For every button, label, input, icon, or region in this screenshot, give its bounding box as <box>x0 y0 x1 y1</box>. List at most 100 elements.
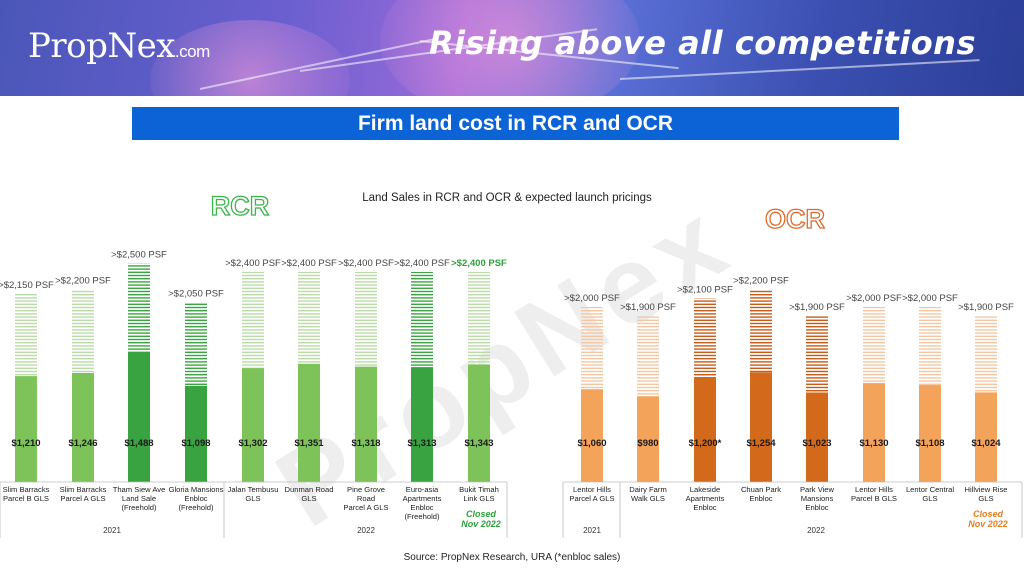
land-cost-bar <box>581 389 603 482</box>
land-cost-bar <box>185 385 207 482</box>
category-label: Enbloc <box>805 503 828 512</box>
category-label: Parcel B GLS <box>851 494 897 503</box>
category-label: (Freehold) <box>121 503 156 512</box>
launch-price-bar <box>694 298 716 377</box>
land-cost-label: $1,488 <box>124 438 153 449</box>
launch-price-bar <box>581 307 603 390</box>
category-label: Dairy Farm <box>629 485 667 494</box>
launch-price-bar <box>806 315 828 393</box>
land-cost-label: $1,200* <box>689 438 722 449</box>
logo-suffix: .com <box>174 42 210 61</box>
land-sales-chart: Land Sales in RCR and OCR & expected lau… <box>0 190 1023 538</box>
land-cost-bar <box>975 392 997 482</box>
land-cost-label: $1,108 <box>915 438 944 449</box>
banner-streak <box>619 59 980 80</box>
category-label: Dunman Road <box>285 485 334 494</box>
launch-price-bar <box>468 272 490 365</box>
slogan: Rising above all competitions <box>428 24 976 62</box>
land-cost-label: $1,023 <box>802 438 831 449</box>
launch-price-label: >$1,900 PSF <box>789 302 845 313</box>
land-cost-label: $1,060 <box>577 438 606 449</box>
group-label-ocr: OCR <box>765 204 825 234</box>
category-label: Pine Grove <box>347 485 385 494</box>
group-label-rcr: RCR <box>211 191 270 221</box>
category-label: Slim Barracks <box>3 485 50 494</box>
category-label: Lentor Hills <box>573 485 611 494</box>
category-label: (Freehold) <box>178 503 213 512</box>
land-cost-label: $1,246 <box>68 438 97 449</box>
year-label: 2022 <box>357 526 375 535</box>
category-label: Walk GLS <box>631 494 665 503</box>
category-label: Mansions <box>801 494 834 503</box>
land-cost-bar <box>298 363 320 482</box>
land-cost-bar <box>15 376 37 482</box>
category-label: Apartments <box>686 494 725 503</box>
launch-price-label: >$2,100 PSF <box>677 284 733 295</box>
land-cost-bar <box>919 385 941 482</box>
category-label: Apartments <box>403 494 442 503</box>
land-cost-bar <box>468 364 490 482</box>
land-cost-bar <box>806 392 828 482</box>
launch-price-bar <box>242 272 264 369</box>
year-label: 2021 <box>103 526 121 535</box>
category-label: Parcel A GLS <box>60 494 105 503</box>
launch-price-bar <box>750 289 772 373</box>
category-label: Road <box>357 494 375 503</box>
category-label: Slim Barracks <box>60 485 107 494</box>
category-label: Parcel A GLS <box>343 503 388 512</box>
land-cost-label: $1,210 <box>11 438 40 449</box>
launch-price-bar <box>919 307 941 386</box>
category-label: GLS <box>922 494 937 503</box>
launch-price-bar <box>72 289 94 373</box>
closed-note: Closed <box>973 509 1004 519</box>
land-cost-bar <box>750 372 772 482</box>
land-cost-bar <box>355 366 377 482</box>
category-label: Enbloc <box>410 503 433 512</box>
chart-title: Land Sales in RCR and OCR & expected lau… <box>362 192 652 204</box>
category-label: (Freehold) <box>404 512 439 521</box>
year-label: 2021 <box>583 526 601 535</box>
launch-price-label: >$2,050 PSF <box>168 289 224 300</box>
category-label: Chuan Park <box>741 485 781 494</box>
category-label: Jalan Tembusu <box>228 485 279 494</box>
launch-price-label: >$2,200 PSF <box>733 276 789 287</box>
land-cost-bar <box>694 377 716 482</box>
launch-price-bar <box>298 272 320 364</box>
category-label: Bukit Timah <box>459 485 499 494</box>
launch-price-label: >$2,500 PSF <box>111 249 167 260</box>
launch-price-label: >$2,400 PSF <box>394 258 450 269</box>
land-cost-label: $1,024 <box>971 438 1001 449</box>
launch-price-label: >$2,000 PSF <box>846 293 902 304</box>
land-cost-label: $1,313 <box>407 438 436 449</box>
propnex-logo[interactable]: PropNex.com <box>28 26 210 66</box>
land-cost-label: $1,302 <box>238 438 267 449</box>
launch-price-label: >$2,000 PSF <box>564 293 620 304</box>
category-label: Lentor Hills <box>855 485 893 494</box>
land-cost-label: $1,098 <box>181 438 210 449</box>
banner-glow <box>380 0 640 96</box>
category-label: Enbloc <box>184 494 207 503</box>
launch-price-bar <box>637 315 659 397</box>
land-cost-bar <box>72 372 94 482</box>
launch-price-label: >$2,000 PSF <box>902 293 958 304</box>
land-cost-label: $1,254 <box>746 438 776 449</box>
launch-price-label: >$2,400 PSF <box>225 258 281 269</box>
closed-note: Closed <box>466 509 497 519</box>
category-label: Hillview Rise <box>964 485 1007 494</box>
land-cost-bar <box>637 396 659 482</box>
land-cost-bar <box>863 383 885 482</box>
header-banner: PropNex.com Rising above all competition… <box>0 0 1024 96</box>
launch-price-bar <box>128 263 150 352</box>
land-cost-label: $1,351 <box>294 438 324 449</box>
category-label: Lakeside <box>690 485 720 494</box>
launch-price-label: >$1,900 PSF <box>958 302 1014 313</box>
land-cost-bar <box>411 367 433 482</box>
land-cost-label: $980 <box>637 438 658 449</box>
launch-price-bar <box>411 272 433 368</box>
source-footnote: Source: PropNex Research, URA (*enbloc s… <box>403 552 621 563</box>
category-label: GLS <box>301 494 316 503</box>
launch-price-bar <box>355 272 377 367</box>
launch-price-label: >$2,400 PSF <box>338 258 394 269</box>
page-title: Firm land cost in RCR and OCR <box>132 107 899 140</box>
launch-price-bar <box>863 307 885 384</box>
